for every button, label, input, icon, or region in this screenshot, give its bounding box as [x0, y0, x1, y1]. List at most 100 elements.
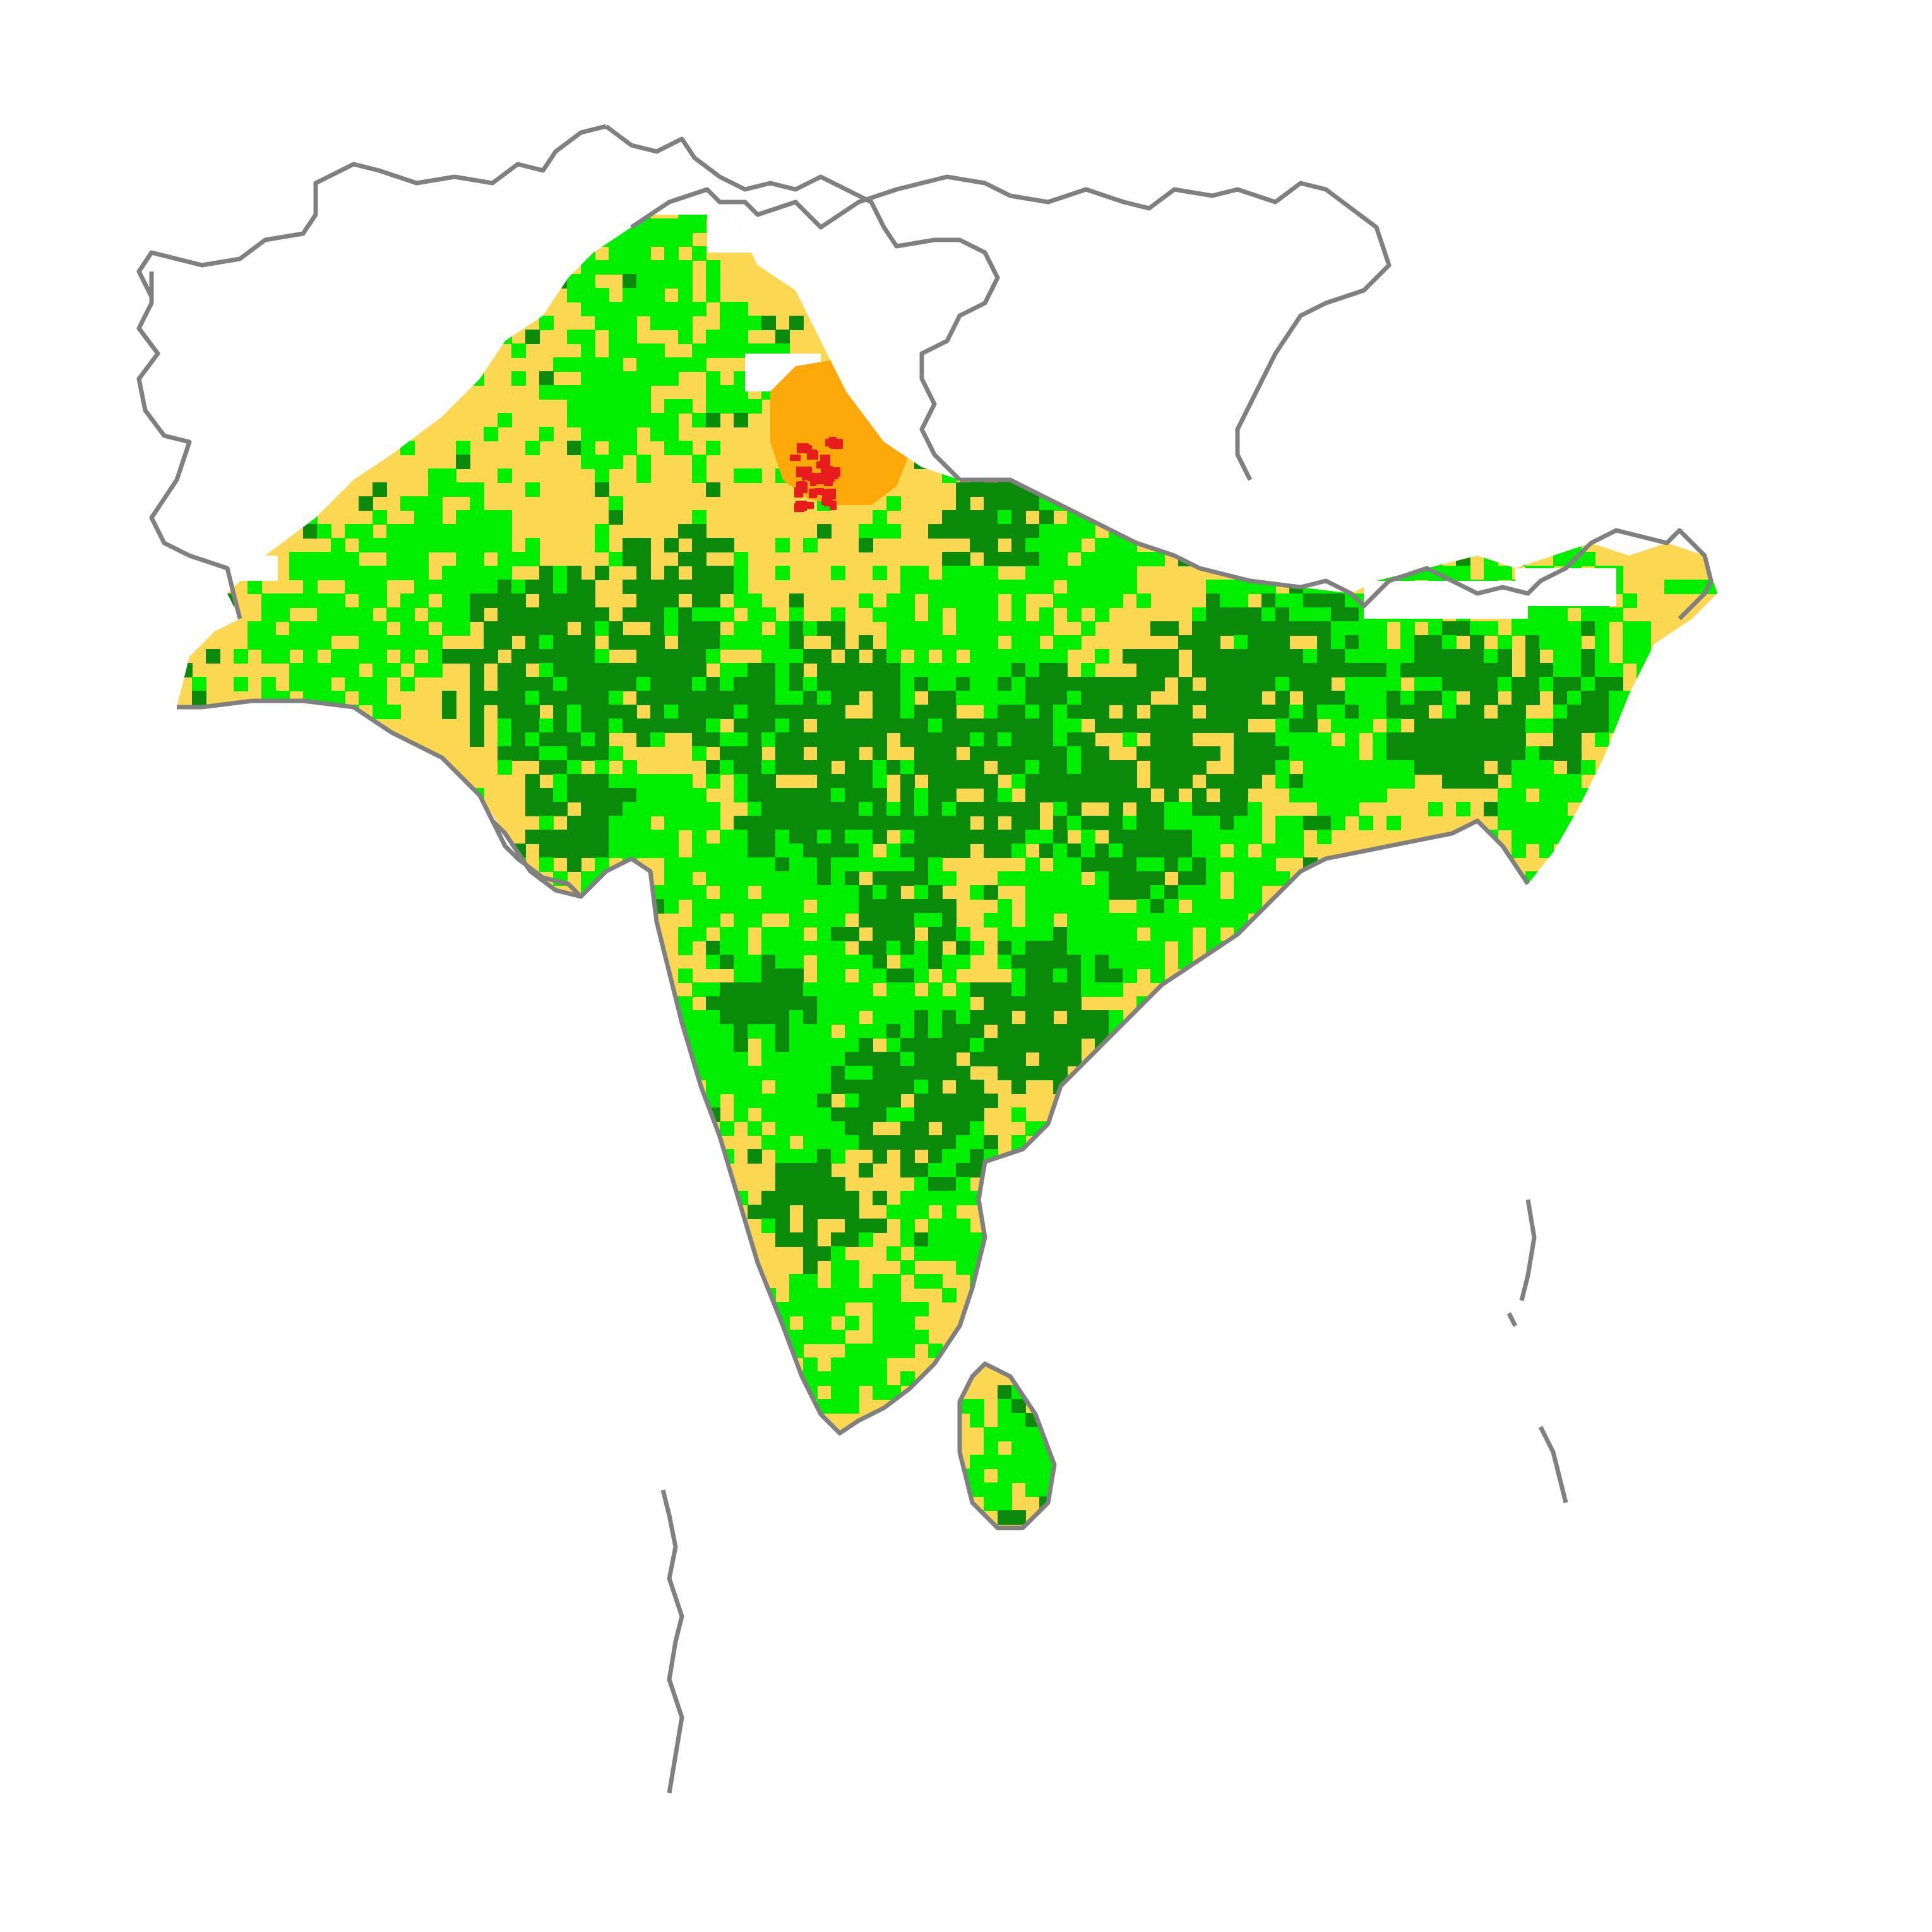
dense-vegetation-cell — [275, 1496, 290, 1511]
dense-vegetation-cell — [817, 857, 832, 872]
vegetation-cell — [275, 927, 290, 941]
vegetation-cell — [1581, 1205, 1595, 1219]
vegetation-cell — [1220, 1455, 1234, 1469]
vegetation-cell — [1150, 1427, 1165, 1441]
vegetation-cell — [789, 1024, 804, 1039]
vegetation-cell — [317, 996, 331, 1011]
vegetation-cell — [275, 205, 290, 219]
vegetation-cell — [873, 1010, 887, 1025]
dense-vegetation-cell — [886, 663, 901, 677]
vegetation-cell — [428, 580, 443, 594]
vegetation-cell — [942, 996, 957, 1011]
vegetation-cell — [386, 705, 401, 719]
dense-vegetation-cell — [1373, 189, 1387, 191]
vegetation-cell — [831, 1399, 845, 1414]
vegetation-cell — [692, 1010, 707, 1025]
dense-vegetation-cell — [956, 719, 970, 733]
vegetation-cell — [1386, 1399, 1401, 1414]
dense-vegetation-cell — [706, 635, 720, 650]
vegetation-cell — [1289, 218, 1304, 233]
vegetation-cell — [636, 343, 651, 358]
dense-vegetation-cell — [289, 1357, 304, 1372]
dense-vegetation-cell — [623, 635, 637, 650]
dense-vegetation-cell — [539, 580, 554, 594]
dense-vegetation-cell — [400, 1038, 415, 1052]
dense-vegetation-cell — [525, 1427, 540, 1441]
vegetation-cell — [1025, 371, 1040, 386]
dense-vegetation-cell — [873, 871, 887, 886]
dense-vegetation-cell — [664, 663, 679, 677]
dense-vegetation-cell — [1123, 830, 1137, 844]
vegetation-cell — [831, 871, 845, 886]
vegetation-cell — [1400, 1038, 1415, 1052]
dense-vegetation-cell — [817, 844, 832, 858]
dense-vegetation-cell — [1067, 844, 1082, 858]
vegetation-cell — [1275, 538, 1290, 552]
vegetation-cell — [400, 538, 415, 552]
red-hotspot-cell — [809, 489, 817, 498]
vegetation-cell — [859, 1344, 873, 1358]
dense-vegetation-cell — [1011, 524, 1026, 539]
dense-vegetation-cell — [1220, 649, 1234, 664]
dense-vegetation-cell — [386, 246, 401, 261]
vegetation-cell — [734, 913, 748, 927]
vegetation-cell — [1053, 635, 1068, 650]
vegetation-cell — [1192, 607, 1207, 622]
vegetation-cell — [609, 885, 623, 900]
vegetation-cell — [1025, 663, 1040, 677]
dense-vegetation-cell — [1206, 302, 1220, 316]
vegetation-cell — [1317, 705, 1332, 719]
vegetation-cell — [1234, 913, 1248, 927]
vegetation-cell — [609, 316, 623, 330]
vegetation-cell — [1164, 1149, 1179, 1164]
vegetation-cell — [664, 816, 679, 830]
vegetation-cell — [859, 1371, 873, 1386]
dense-vegetation-cell — [247, 189, 262, 191]
dense-vegetation-cell — [650, 635, 665, 650]
vegetation-cell — [303, 955, 318, 969]
vegetation-cell — [998, 1399, 1012, 1414]
dense-vegetation-cell — [609, 510, 623, 525]
dense-vegetation-cell — [1234, 746, 1248, 761]
vegetation-cell — [900, 857, 915, 872]
vegetation-cell — [539, 635, 554, 650]
dense-vegetation-cell — [623, 663, 637, 677]
vegetation-cell — [359, 538, 373, 552]
dense-vegetation-cell — [831, 802, 845, 816]
vegetation-cell — [1581, 1191, 1595, 1205]
dense-vegetation-cell — [470, 677, 484, 691]
vegetation-cell — [1067, 635, 1082, 650]
dense-vegetation-cell — [1234, 802, 1248, 816]
dense-vegetation-cell — [761, 774, 776, 789]
vegetation-cell — [817, 1288, 832, 1303]
vegetation-cell — [1275, 760, 1290, 775]
vegetation-cell — [400, 649, 415, 664]
dense-vegetation-cell — [192, 691, 206, 705]
vegetation-cell — [317, 621, 331, 636]
vegetation-cell — [1373, 1371, 1387, 1386]
vegetation-cell — [525, 538, 540, 552]
vegetation-cell — [1025, 1427, 1040, 1441]
dense-vegetation-cell — [1011, 1024, 1026, 1039]
vegetation-cell — [692, 816, 707, 830]
vegetation-cell — [859, 969, 873, 983]
dense-vegetation-cell — [748, 844, 762, 858]
dense-vegetation-cell — [1512, 677, 1526, 691]
dense-vegetation-cell — [1025, 969, 1040, 983]
vegetation-cell — [789, 1302, 804, 1316]
vegetation-cell — [1011, 941, 1026, 955]
dense-vegetation-cell — [636, 649, 651, 664]
vegetation-cell — [761, 191, 776, 205]
vegetation-cell — [359, 996, 373, 1011]
dense-vegetation-cell — [484, 621, 498, 636]
dense-vegetation-cell — [553, 719, 568, 733]
vegetation-cell — [623, 969, 637, 983]
dense-vegetation-cell — [928, 1094, 943, 1108]
vegetation-cell — [748, 1024, 762, 1039]
dense-vegetation-cell — [595, 677, 609, 691]
vegetation-cell — [400, 760, 415, 775]
vegetation-cell — [1539, 719, 1554, 733]
vegetation-cell — [706, 1080, 720, 1094]
vegetation-cell — [1664, 1413, 1679, 1428]
vegetation-cell — [914, 1205, 929, 1219]
